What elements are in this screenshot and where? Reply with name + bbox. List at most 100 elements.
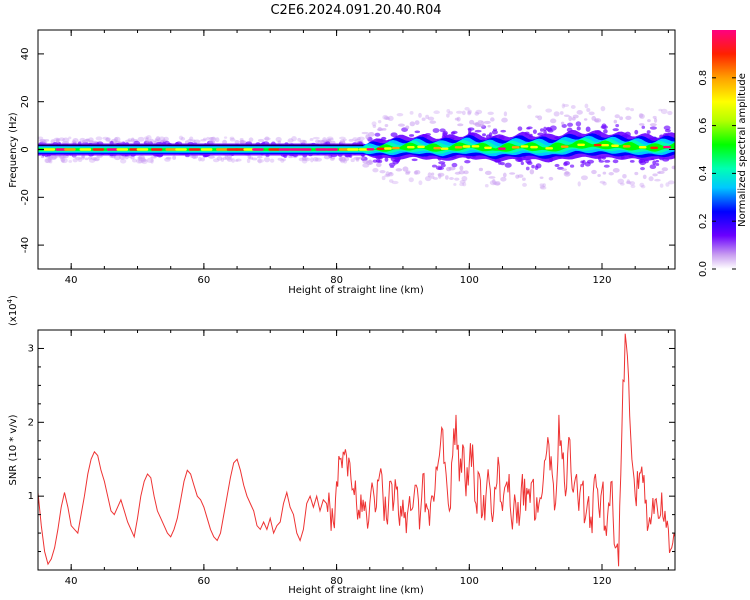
spectrogram-speckle [377,119,382,124]
snr-xtick-label: 60 [198,576,211,587]
spectrogram-speckle [202,137,207,141]
spectrogram-speckle [464,106,470,111]
spectrogram-speckle [620,182,625,186]
spectrogram-speckle [61,159,65,163]
spectrogram-speckle [141,158,148,165]
spectrogram-speckle [329,157,335,161]
spectrogram-speckle [537,115,543,121]
spectrogram-speckle [223,136,228,139]
spectrogram-speckle [477,120,484,123]
spectrogram-speckle [256,155,263,159]
spectrogram-speckle [264,136,270,141]
spectrogram-speckle [450,131,456,135]
spectrogram-speckle [92,158,100,161]
spectrogram-speckle [52,155,58,159]
spectrogram-speckle [409,121,416,127]
spectrogram-speckle [652,160,657,166]
spectrogram-speckle [137,136,145,142]
spectrogram-speckle [522,182,527,187]
spectrogram-speckle [374,132,381,137]
spectrogram-speckle [625,107,631,111]
spectrogram-xtick-label: 80 [330,275,343,286]
spectrogram-xtick-label: 40 [65,275,78,286]
spectrogram-speckle [459,165,464,171]
spectrogram-speckle [113,137,119,143]
spectrogram-speckle [431,164,437,168]
spectrogram-speckle [154,137,161,142]
spectrogram-speckle [215,137,220,143]
spectrogram-speckle [130,137,135,142]
spectrogram-speckle [664,128,671,133]
spectrogram-speckle [484,170,492,176]
spectrogram-speckle [61,141,70,145]
spectrogram-speckle [388,162,396,167]
spectrogram-speckle [467,110,472,116]
spectrogram-speckle [298,157,305,162]
spectrogram-speckle [421,117,426,121]
spectrogram-speckle [586,107,591,112]
spectrogram-speckle [118,141,123,145]
spectrogram-speckle [567,122,574,127]
spectrogram-speckle [521,177,526,181]
spectrogram-speckle [411,158,418,162]
spectrogram-speckle [301,156,307,161]
spectrogram-speckle [640,166,645,171]
spectrogram-speckle [563,114,570,118]
spectrogram-speckle [649,164,657,170]
spectrogram-speckle [365,134,370,140]
spectrogram-speckle [310,157,314,163]
spectrogram-speckle [638,123,645,126]
spectrogram-speckle [540,186,547,190]
spectrogram-speckle [559,111,564,115]
spectrogram-speckle [561,103,566,109]
spectrogram-speckle [501,117,508,123]
spectrogram-speckle [144,136,150,140]
snr-ytick-label: 1 [28,491,34,502]
spectrogram-speckle [464,159,471,164]
spectrogram-speckle [340,159,346,164]
spectrogram-speckle [269,158,275,163]
spectrogram-speckle [317,139,325,143]
spectrogram-speckle [405,170,411,174]
spectrogram-speckle [291,136,297,142]
spectrogram-speckle [388,172,393,175]
spectrogram-speckle [539,183,544,187]
spectrogram-speckle [355,157,360,161]
spectrogram-speckle [138,157,146,162]
spectrogram-speckle [531,164,535,169]
spectrogram-speckle [339,156,346,162]
spectrogram-speckle [189,136,194,142]
spectrogram-speckle [312,157,319,162]
spectrogram-speckle [277,140,282,144]
spectrogram-speckle [140,157,146,163]
spectrogram-speckle [430,172,435,176]
spectrogram-speckle [554,163,560,168]
spectrogram-speckle [414,120,420,125]
spectrogram-speckle [665,182,670,187]
spectrogram-speckle [137,159,145,164]
spectrogram-speckle [649,123,657,127]
spectrogram-speckle [302,139,307,145]
spectrogram-speckle [667,180,675,185]
spectrogram-speckle [354,139,361,143]
spectrogram-speckle [124,139,132,143]
spectrogram-speckle [446,108,451,114]
spectrogram-speckle [45,157,52,164]
spectrogram-speckle [60,157,68,164]
spectrogram-ytick-label: 20 [20,95,31,108]
spectrogram-speckle [640,184,646,189]
spectrogram-speckle [72,155,77,159]
spectrogram-panel: 40 60 80 100 120 -40 -20 0 20 40 Height of straig… [8,29,676,296]
spectrogram-speckle [500,176,507,182]
spectrogram-speckle [84,157,89,161]
colorbar-ticks: 0.0 0.2 0.4 0.6 0.8 [698,70,736,277]
spectrogram-speckle [561,123,567,128]
spectrogram-speckle [95,136,103,141]
spectrogram-speckle [613,119,618,124]
spectrogram-speckle [638,159,643,164]
spectrogram-speckle [342,138,347,141]
spectrogram-speckle [658,108,663,112]
spectrogram-speckle [405,125,410,130]
spectrogram-speckle [257,158,262,164]
spectrogram-speckle [165,156,172,160]
